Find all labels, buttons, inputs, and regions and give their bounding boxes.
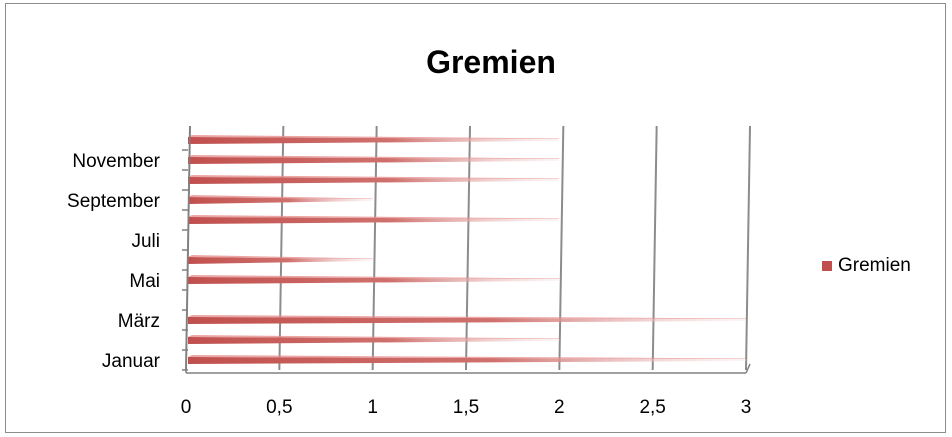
gridline-x-1 [278,125,285,371]
axis-layer [182,125,751,374]
x-tick-label-2: 1 [367,397,378,418]
bar-top-März [188,315,746,319]
bar-Dezember [188,137,560,144]
bar-August [188,217,560,224]
x-tick-labels: 0 0,5 1 1,5 2 2,5 3 [181,397,752,418]
bar-Februar [188,337,560,344]
bar-top-Februar [188,335,560,339]
x-tick-label-4: 2 [554,397,565,418]
chart-title: Gremien [426,44,556,80]
bar-top-Oktober [188,175,560,179]
bar-top-August [188,215,560,219]
x-tick-label-5: 2,5 [639,397,665,418]
y-tick-label-September: September [67,191,161,212]
grid-layer [185,125,751,371]
gridline-x-2 [371,125,378,371]
bar-top-Dezember [188,135,560,139]
gridline-x-3 [465,125,471,371]
bar-März [188,317,746,324]
y-tick-label-März: März [118,311,160,332]
gridline-x-6 [745,125,751,371]
x-tick-label-3: 1,5 [453,397,479,418]
bar-Januar [188,357,746,364]
bar-November [188,157,560,164]
y-tick-label-Juli: Juli [131,231,160,252]
bar-Juni [188,257,373,264]
chart-frame: Gremien Januar März Mai Juli September Novemb… [5,3,946,433]
bar-September [188,197,373,204]
bar-top-November [188,155,560,159]
x-tick-label-1: 0,5 [266,397,292,418]
y-tick-label-Januar: Januar [102,351,161,372]
bar-top-Mai [188,275,560,279]
bar-Oktober [188,177,560,184]
y-tick-labels: Januar März Mai Juli September November [67,151,161,372]
bar-top-Juni [188,255,373,259]
bar-top-September [188,195,373,199]
gridline-x-4 [558,125,565,371]
bar-top-Januar [188,355,746,359]
x-tick-label-6: 3 [741,397,752,418]
legend-swatch [822,261,832,271]
bar-Mai [188,277,560,284]
chart-svg: Gremien Januar März Mai Juli September Novemb… [67,44,911,418]
x-tick-label-0: 0 [181,397,192,418]
x-axis-floor-line [745,363,751,374]
legend: Gremien [822,255,911,276]
y-tick-label-Mai: Mai [129,271,160,292]
bar-layer [188,135,746,364]
y-tick-label-November: November [72,151,160,172]
gridline-x-5 [651,125,658,371]
legend-label: Gremien [838,255,911,276]
